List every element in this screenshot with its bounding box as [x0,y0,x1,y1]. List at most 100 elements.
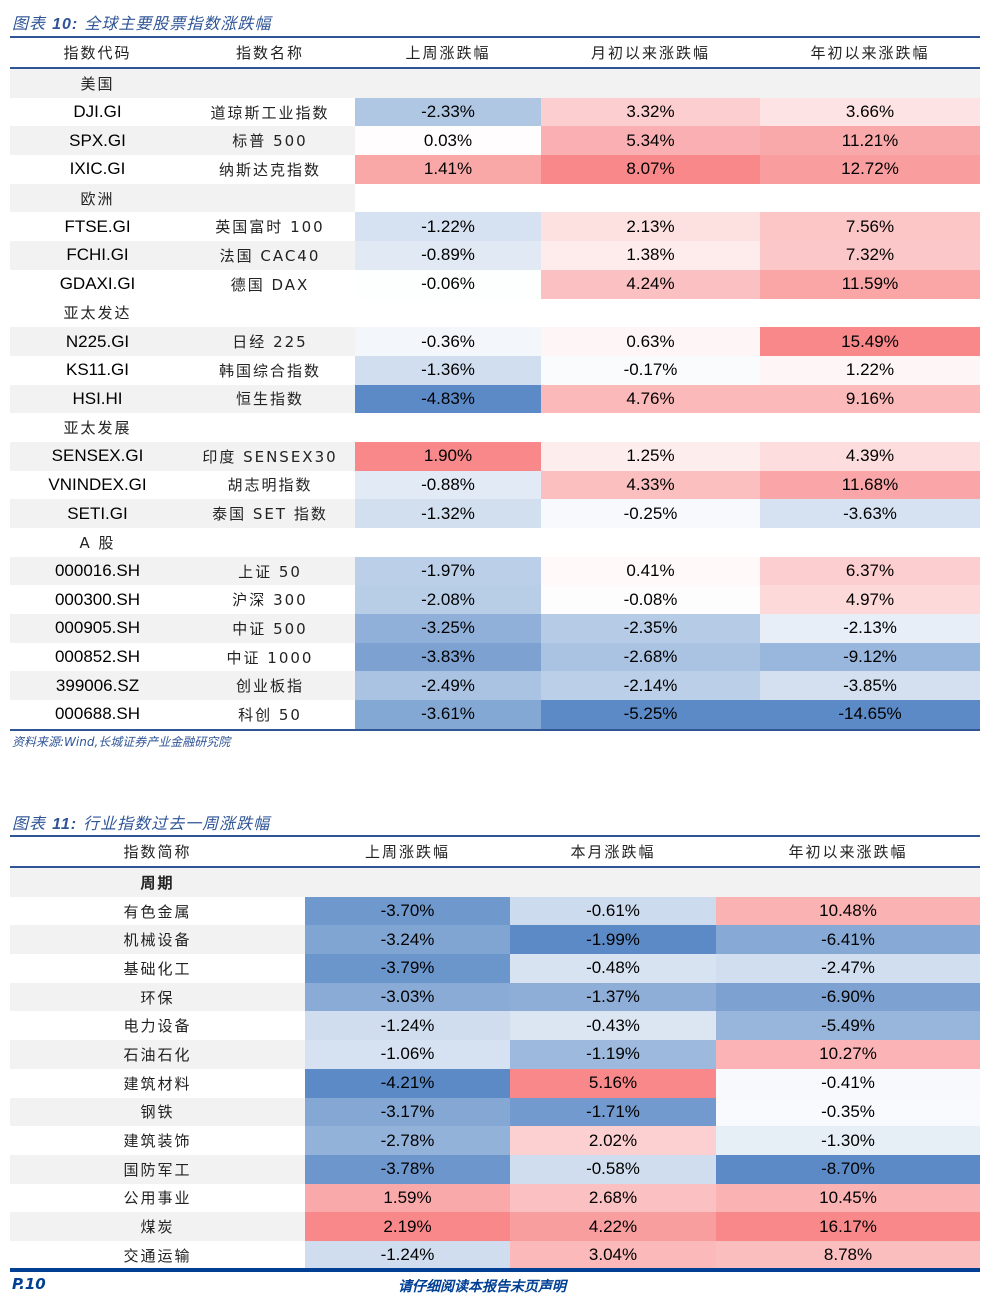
change-value: -1.32% [355,499,541,528]
table-row: 钢铁 -3.17% -1.71% -0.35% [10,1097,980,1127]
change-value: 0.63% [541,327,760,356]
change-value: -0.89% [355,241,541,270]
index-code: 000300.SH [54,589,141,609]
table-row: 电力设备 -1.24% -0.43% -5.49% [10,1011,980,1041]
index-code: DJI.GI [73,102,122,122]
table2-title-text: 行业指数过去一周涨跌幅 [83,814,271,833]
industry-name: 石油石化 [10,1040,305,1069]
industry-name: 环保 [10,982,305,1012]
region-spacer [355,413,980,442]
region-row: 欧洲 [10,183,980,213]
index-name: 创业板指 [185,671,355,701]
change-value: -1.97% [355,556,541,586]
index-code: KS11.GI [66,360,129,380]
change-value: -2.08% [355,585,541,615]
table-row: HSI.HI 恒生指数 -4.83% 4.76% 9.16% [10,384,980,414]
table1-header-cell: 年初以来涨跌幅 [810,44,930,62]
table-row: 建筑材料 -4.21% 5.16% -0.41% [10,1068,980,1098]
industry-name: 公用事业 [123,1189,192,1208]
table1-source: 资料来源:Wind,长城证券产业金融研究院 [12,735,231,749]
table-row: GDAXI.GI 德国 DAX -0.06% 4.24% 11.59% [10,269,980,299]
change-value: 7.56% [760,212,980,242]
region-spacer [355,69,980,98]
change-value: -2.68% [541,642,760,672]
footer-divider [10,1268,980,1272]
change-value: -3.63% [760,499,980,528]
change-value: -3.85% [760,671,980,701]
region-spacer [355,299,980,328]
change-value: -3.83% [355,642,541,672]
group-row: 周期 [10,868,980,897]
change-value: -0.48% [510,954,716,983]
index-code: SENSEX.GI [10,441,185,471]
page-number: P.10 [12,1275,46,1293]
table-row: 煤炭 2.19% 4.22% 16.17% [10,1212,980,1241]
change-value: -6.90% [716,982,980,1012]
change-value: 10.45% [716,1183,980,1213]
region-label: 亚太发展 [63,419,132,438]
industry-index-table: 指数简称 上周涨跌幅 本月涨跌幅 年初以来涨跌幅周期有色金属 -3.70% -0.61% 1… [10,835,980,1272]
index-code: HSI.HI [10,384,185,414]
table1-title-num: 10: [52,16,79,33]
change-value: -1.19% [510,1040,716,1069]
group-label: 周期 [140,873,175,892]
table-row: SPX.GI 标普 500 0.03% 5.34% 11.21% [10,126,980,156]
change-value: 4.24% [541,269,760,299]
table-row: 000852.SH 中证 1000 -3.83% -2.68% -9.12% [10,642,980,672]
industry-name: 交通运输 [123,1246,192,1265]
change-value: 10.27% [716,1040,980,1069]
region-spacer [185,413,355,442]
table1-header-cell: 月初以来涨跌幅 [590,44,710,62]
change-value: -9.12% [760,642,980,672]
index-name: 胡志明指数 [227,476,313,495]
change-value: -3.61% [355,700,541,729]
table1-title-text: 全球主要股票指数涨跌幅 [84,14,272,33]
change-value: 2.13% [541,212,760,242]
change-value: -0.08% [541,585,760,615]
change-value: 11.68% [760,470,980,500]
index-code: N225.GI [10,327,185,356]
index-code: 399006.SZ [10,671,185,701]
index-name: 中证 1000 [226,648,314,667]
change-value: 10.48% [716,896,980,926]
change-value: 9.16% [760,384,980,414]
table-row: 000688.SH 科创 50 -3.61% -5.25% -14.65% [10,700,980,731]
change-value: -2.14% [541,671,760,701]
change-value: -8.70% [716,1154,980,1184]
index-name: 恒生指数 [185,384,355,414]
change-value: -0.17% [541,355,760,385]
change-value: 1.38% [541,241,760,270]
change-value: -5.25% [541,700,760,729]
region-spacer [185,299,355,328]
change-value: -0.36% [355,327,541,356]
index-code: 000852.SH [54,647,141,667]
index-code: SETI.GI [10,499,185,528]
table2-header-cell: 年初以来涨跌幅 [788,843,908,861]
index-code: SPX.GI [10,126,185,156]
table2-title: 图表 11: 行业指数过去一周涨跌幅 [12,810,270,834]
index-name: 上证 50 [185,556,355,586]
change-value: -0.43% [510,1011,716,1041]
index-code: 000688.SH [54,704,141,724]
change-value: -3.03% [305,982,510,1012]
region-label: 亚太发达 [63,304,132,323]
table2-header-row: 指数简称 上周涨跌幅 本月涨跌幅 年初以来涨跌幅 [10,837,980,868]
change-value: -2.78% [305,1126,510,1155]
table-row: 国防军工 -3.78% -0.58% -8.70% [10,1154,980,1184]
change-value: 7.32% [760,241,980,270]
index-name: 德国 DAX [230,275,310,294]
region-spacer [185,69,355,98]
change-value: -2.13% [760,614,980,643]
index-name: 科创 50 [238,705,302,724]
index-code: GDAXI.GI [59,274,136,294]
table-row: 399006.SZ 创业板指 -2.49% -2.14% -3.85% [10,671,980,701]
change-value: 2.68% [510,1183,716,1213]
index-name: 英国富时 100 [215,218,325,237]
change-value: -0.61% [510,896,716,926]
group-spacer [305,868,980,897]
table2-header-cell: 指数简称 [123,843,192,861]
table-row: 有色金属 -3.70% -0.61% 10.48% [10,896,980,926]
index-code: FTSE.GI [64,216,131,236]
change-value: 0.03% [355,126,541,156]
change-value: -2.49% [355,671,541,701]
